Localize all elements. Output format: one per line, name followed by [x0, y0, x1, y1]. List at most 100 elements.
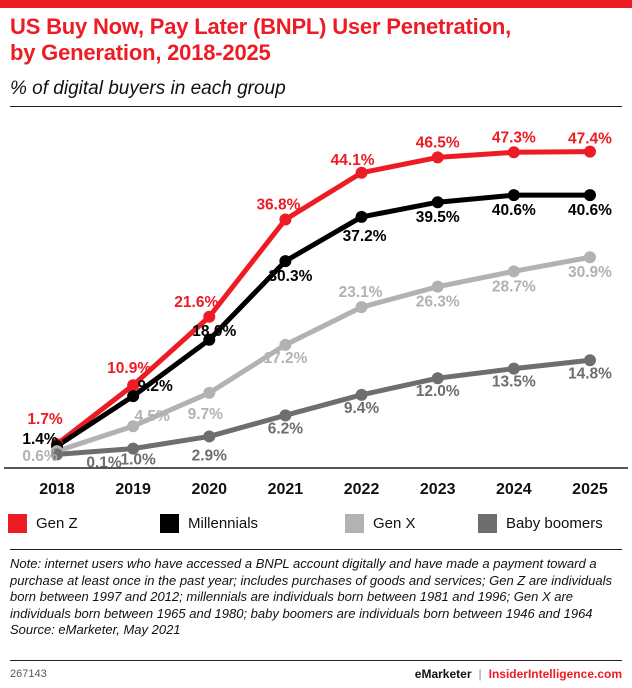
x-axis-label-2022: 2022: [344, 481, 380, 498]
data-point-baby-boomers-2019: [127, 442, 140, 455]
legend-swatch-baby-boomers: [478, 514, 497, 533]
data-point-millennials-2022: [355, 210, 368, 223]
value-label-baby-boomers-2019: 1.0%: [120, 452, 156, 469]
legend-swatch-gen-z: [8, 514, 27, 533]
data-point-baby-boomers-2024: [507, 362, 520, 375]
data-point-baby-boomers-2018: [51, 448, 63, 461]
value-label-millennials-2022: 37.2%: [343, 228, 387, 245]
data-point-baby-boomers-2020: [203, 430, 216, 443]
divider-under-subtitle: [10, 106, 622, 107]
data-point-gen-z-2020: [203, 310, 216, 323]
data-point-millennials-2021: [279, 255, 292, 268]
value-label-gen-z-2025: 47.4%: [568, 131, 612, 148]
legend-item-gen-x: Gen X: [345, 514, 416, 533]
data-point-gen-x-2020: [203, 386, 216, 399]
data-point-gen-x-2023: [431, 280, 444, 293]
data-point-millennials-2020: [203, 333, 216, 346]
series-line-gen-z: [54, 149, 593, 447]
value-label-millennials-2025: 40.6%: [568, 202, 612, 219]
data-point-millennials-2019: [127, 390, 140, 403]
value-label-gen-x-2021: 17.2%: [263, 350, 307, 367]
data-point-gen-z-2024: [507, 146, 520, 159]
data-point-millennials-2024: [507, 189, 520, 202]
chart-title-line2: by Generation, 2018-2025: [10, 40, 271, 65]
value-label-baby-boomers-2018: 0.1%: [86, 454, 122, 471]
data-point-baby-boomers-2023: [431, 372, 444, 385]
legend-label-gen-x: Gen X: [373, 515, 416, 532]
divider-above-note: [10, 549, 622, 550]
value-label-gen-z-2022: 44.1%: [331, 152, 375, 169]
chart-id: 267143: [10, 668, 47, 680]
legend-item-millennials: Millennials: [160, 514, 258, 533]
chart-subtitle: % of digital buyers in each group: [10, 78, 286, 99]
footer-brand: eMarketer: [414, 667, 472, 681]
x-axis-label-2019: 2019: [115, 481, 151, 498]
value-label-millennials-2018: 1.4%: [22, 431, 58, 448]
value-label-gen-x-2023: 26.3%: [416, 294, 460, 311]
legend-item-gen-z: Gen Z: [8, 514, 78, 533]
footer-brand-group: eMarketer | InsiderIntelligence.com: [415, 667, 622, 681]
legend-label-millennials: Millennials: [188, 515, 259, 532]
legend-item-baby-boomers: Baby boomers: [478, 514, 603, 533]
data-point-gen-x-2022: [355, 301, 368, 314]
footer-site-link[interactable]: InsiderIntelligence.com: [488, 667, 622, 681]
data-point-millennials-2025: [583, 189, 596, 202]
data-point-gen-x-2019: [127, 420, 140, 433]
chart-note: Note: internet users who have accessed a…: [10, 556, 612, 621]
value-label-gen-z-2018: 1.7%: [27, 411, 63, 428]
data-point-gen-x-2021: [279, 338, 292, 351]
data-point-baby-boomers-2025: [583, 354, 596, 367]
x-axis-label-2018: 2018: [39, 481, 75, 498]
value-label-baby-boomers-2025: 14.8%: [568, 365, 612, 382]
chart-legend: Gen Z Millennials Gen X Baby boomers: [0, 514, 632, 536]
footer-divider: |: [478, 667, 482, 681]
legend-label-gen-z: Gen Z: [36, 515, 78, 532]
value-label-gen-x-2020: 9.7%: [188, 406, 224, 423]
value-label-gen-x-2025: 30.9%: [568, 264, 612, 281]
chart-source: Source: eMarketer, May 2021: [10, 622, 181, 637]
value-label-gen-z-2024: 47.3%: [492, 129, 536, 146]
data-point-gen-z-2023: [431, 151, 444, 164]
data-point-millennials-2023: [431, 196, 444, 209]
chart-canvas: 2018 2019 2020 2021 2022 2023 2024 2025 1.7% 10.9…: [4, 129, 628, 498]
value-label-baby-boomers-2022: 9.4%: [344, 400, 380, 417]
data-point-baby-boomers-2021: [279, 409, 292, 422]
page-title: US Buy Now, Pay Later (BNPL) User Penetr…: [10, 14, 622, 66]
data-point-gen-z-2019: [127, 379, 140, 392]
x-axis-label-2024: 2024: [496, 481, 532, 498]
brand-accent-bar: [0, 0, 632, 8]
value-label-millennials-2023: 39.5%: [416, 209, 460, 226]
value-label-millennials-2020: 18.0%: [192, 323, 236, 340]
chart-title-line1: US Buy Now, Pay Later (BNPL) User Penetr…: [10, 14, 511, 39]
legend-swatch-millennials: [160, 514, 179, 533]
value-label-gen-x-2022: 23.1%: [339, 284, 383, 301]
legend-swatch-gen-x: [345, 514, 364, 533]
value-label-gen-z-2021: 36.8%: [256, 196, 300, 213]
value-label-gen-x-2024: 28.7%: [492, 278, 536, 295]
value-label-gen-z-2023: 46.5%: [416, 134, 460, 151]
series-line-baby-boomers: [54, 357, 593, 457]
value-label-gen-x-2018: 0.6%: [22, 448, 58, 465]
value-label-millennials-2024: 40.6%: [492, 202, 536, 219]
x-axis-label-2021: 2021: [268, 481, 304, 498]
data-point-gen-z-2022: [355, 166, 368, 179]
value-label-baby-boomers-2020: 2.9%: [192, 447, 228, 464]
data-point-baby-boomers-2022: [355, 388, 368, 401]
value-label-baby-boomers-2021: 6.2%: [268, 420, 304, 437]
x-axis-label-2023: 2023: [420, 481, 456, 498]
data-point-gen-x-2025: [583, 251, 596, 264]
series-line-gen-x: [54, 254, 593, 454]
value-label-baby-boomers-2023: 12.0%: [416, 383, 460, 400]
value-label-gen-x-2019: 4.5%: [134, 408, 170, 425]
data-point-gen-x-2024: [507, 265, 520, 278]
x-axis-label-2025: 2025: [572, 481, 608, 498]
value-label-millennials-2021: 30.3%: [268, 268, 312, 285]
footer: 267143 eMarketer | InsiderIntelligence.c…: [10, 667, 622, 681]
value-label-millennials-2019: 9.2%: [137, 378, 173, 395]
data-point-gen-z-2025: [583, 145, 596, 158]
divider-above-footer: [10, 660, 622, 661]
value-label-gen-z-2020: 21.6%: [174, 294, 218, 311]
x-axis-label-2020: 2020: [191, 481, 227, 498]
value-label-gen-z-2019: 10.9%: [107, 360, 151, 377]
note-block: Note: internet users who have accessed a…: [10, 556, 622, 639]
